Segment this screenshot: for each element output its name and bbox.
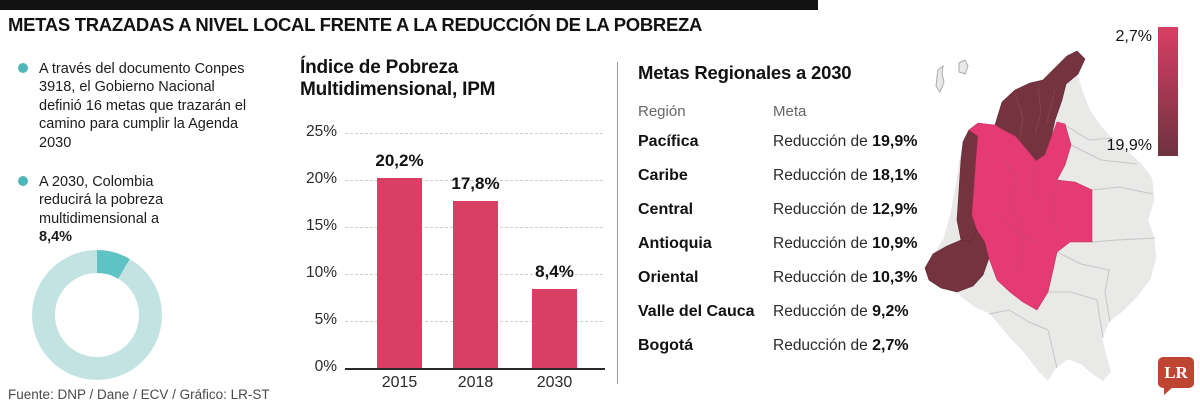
map-island [958,59,969,75]
intro-bullet-2: A 2030, Colombia reducirá la pobreza mul… [18,173,184,247]
table-row: Valle del Cauca Reducción de 9,2% [638,303,933,337]
y-tick-label: 5% [314,311,337,328]
map-pink-borders [994,159,1058,275]
region-name: Valle del Cauca [638,303,755,320]
region-meta: Reducción de 18,1% [773,167,918,184]
region-meta: Reducción de 12,9% [773,201,918,218]
table-row: Pacífica Reducción de 19,9% [638,133,933,167]
region-name: Antioquia [638,235,712,252]
region-name: Caribe [638,167,688,184]
legend-bottom-label: 19,9% [1106,137,1152,154]
intro-bullet-list: A través del documento Conpes 3918, el G… [18,60,250,268]
column-header-meta: Meta [773,103,807,120]
colombia-map-svg [924,50,1158,384]
region-meta: Reducción de 10,3% [773,269,918,286]
intro-bullet-1: A través del documento Conpes 3918, el G… [18,60,250,152]
regional-table-title: Metas Regionales a 2030 [638,62,852,83]
bullet-dot-icon [18,176,28,187]
lr-logo-tail [1164,387,1173,395]
donut-chart [32,250,162,380]
y-tick-label: 0% [314,358,337,375]
x-tick-label-2030: 2030 [536,374,573,391]
top-accent-bar [0,0,818,10]
bar-value-label-2015: 20,2% [375,151,424,171]
y-tick-label: 15% [305,217,337,234]
source-credit: Fuente: DNP / Dane / ECV / Gráfico: LR-S… [8,387,270,402]
bar-chart-y-axis-labels: 0% 5% 10% 15% 20% 25% [291,123,337,375]
region-meta: Reducción de 19,9% [773,133,918,150]
map-caribe-borders [1014,84,1056,143]
gridline-25% [345,133,603,134]
column-header-region: Región [638,103,686,120]
y-tick-label: 20% [305,170,337,187]
map-nodata-borders [988,124,1156,369]
bar-2015 [377,178,422,368]
y-tick-label: 10% [305,264,337,281]
region-name: Central [638,201,694,218]
legend-gradient-bar [1158,27,1178,156]
x-axis-line [345,368,605,370]
colombia-choropleth-map [905,30,1165,410]
lr-logo: LR [1158,357,1194,395]
region-meta: Reducción de 2,7% [773,337,909,354]
region-meta: Reducción de 9,2% [773,303,909,320]
bullet-dot-icon [18,63,28,73]
table-row: Bogotá Reducción de 2,7% [638,337,933,371]
bar-chart-plot-area: 20,2% 17,8% 8,4% [345,133,605,370]
bar-2018 [453,200,498,368]
lr-logo-text: LR [1164,362,1188,382]
gridline-20% [345,180,603,181]
regional-table-rows: Pacífica Reducción de 19,9% Caribe Reducció… [638,133,933,371]
map-island [935,64,945,94]
bar-chart-title: Índice de Pobreza Multidimensional, IPM [300,57,496,100]
table-row: Central Reducción de 12,9% [638,201,933,235]
x-tick-label-2015: 2015 [381,374,418,391]
region-name: Oriental [638,269,699,286]
region-meta: Reducción de 10,9% [773,235,918,252]
table-row: Caribe Reducción de 18,1% [638,167,933,201]
x-tick-label-2018: 2018 [457,374,494,391]
legend-top-label: 2,7% [1115,28,1152,45]
bar-value-label-2030: 8,4% [535,262,574,282]
bar-chart-x-axis-labels: 2015 2018 2030 [345,374,603,396]
bar-value-label-2018: 17,8% [451,173,500,193]
y-tick-label: 25% [305,123,337,140]
region-name: Pacífica [638,133,699,150]
region-name: Bogotá [638,337,694,354]
page-title: METAS TRAZADAS A NIVEL LOCAL FRENTE A LA… [8,14,703,35]
table-row: Antioquia Reducción de 10,9% [638,235,933,269]
table-row: Oriental Reducción de 10,3% [638,269,933,303]
bar-2030 [532,289,577,368]
map-region-central-pink [968,121,1093,311]
section-divider [617,62,618,384]
regional-table-header: Región Meta [638,103,928,120]
